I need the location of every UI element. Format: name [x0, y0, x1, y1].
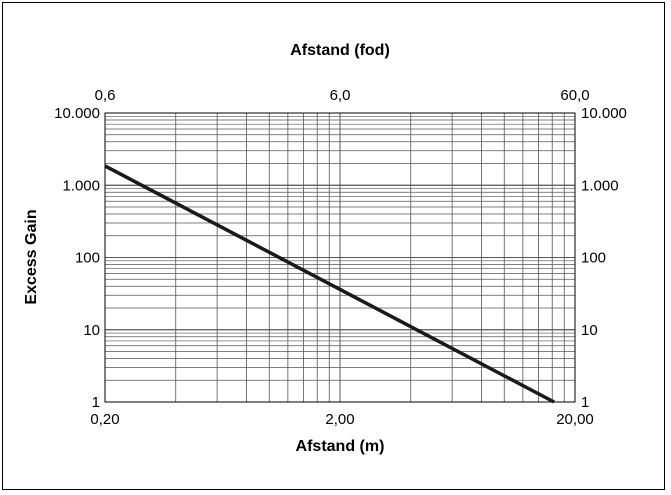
- series-line: [104, 164, 555, 404]
- grid-lines: [104, 112, 576, 403]
- right-tick-label: 1: [581, 394, 589, 411]
- bottom-tick-label: 2,00: [325, 411, 354, 428]
- top-tick-label: 0,6: [95, 87, 116, 104]
- right-tick-label: 10: [581, 322, 598, 339]
- left-tick-label: 10: [83, 322, 100, 339]
- bottom-tick-label: 20,00: [556, 411, 594, 428]
- left-tick-label: 100: [75, 250, 100, 267]
- bottom-tick-label: 0,20: [90, 411, 119, 428]
- left-tick-label: 1.000: [62, 177, 100, 194]
- right-tick-label: 1.000: [581, 177, 619, 194]
- y-axis-title: Excess Gain: [23, 209, 40, 304]
- left-tick-label: 1: [92, 394, 100, 411]
- left-tick-label: 10.000: [54, 105, 100, 122]
- right-tick-label: 100: [581, 250, 606, 267]
- top-tick-label: 60,0: [560, 87, 589, 104]
- chart-frame: [2, 2, 665, 490]
- top-axis-title: Afstand (fod): [290, 42, 390, 59]
- tick-labels: 0,20 2,00 20,000,6 6,0 60,010.0001.000100101…: [54, 87, 627, 428]
- plot-border: [104, 112, 576, 403]
- right-tick-label: 10.000: [581, 105, 627, 122]
- bottom-axis-title: Afstand (m): [296, 438, 385, 455]
- series-group: [104, 164, 555, 404]
- top-tick-label: 6,0: [330, 87, 351, 104]
